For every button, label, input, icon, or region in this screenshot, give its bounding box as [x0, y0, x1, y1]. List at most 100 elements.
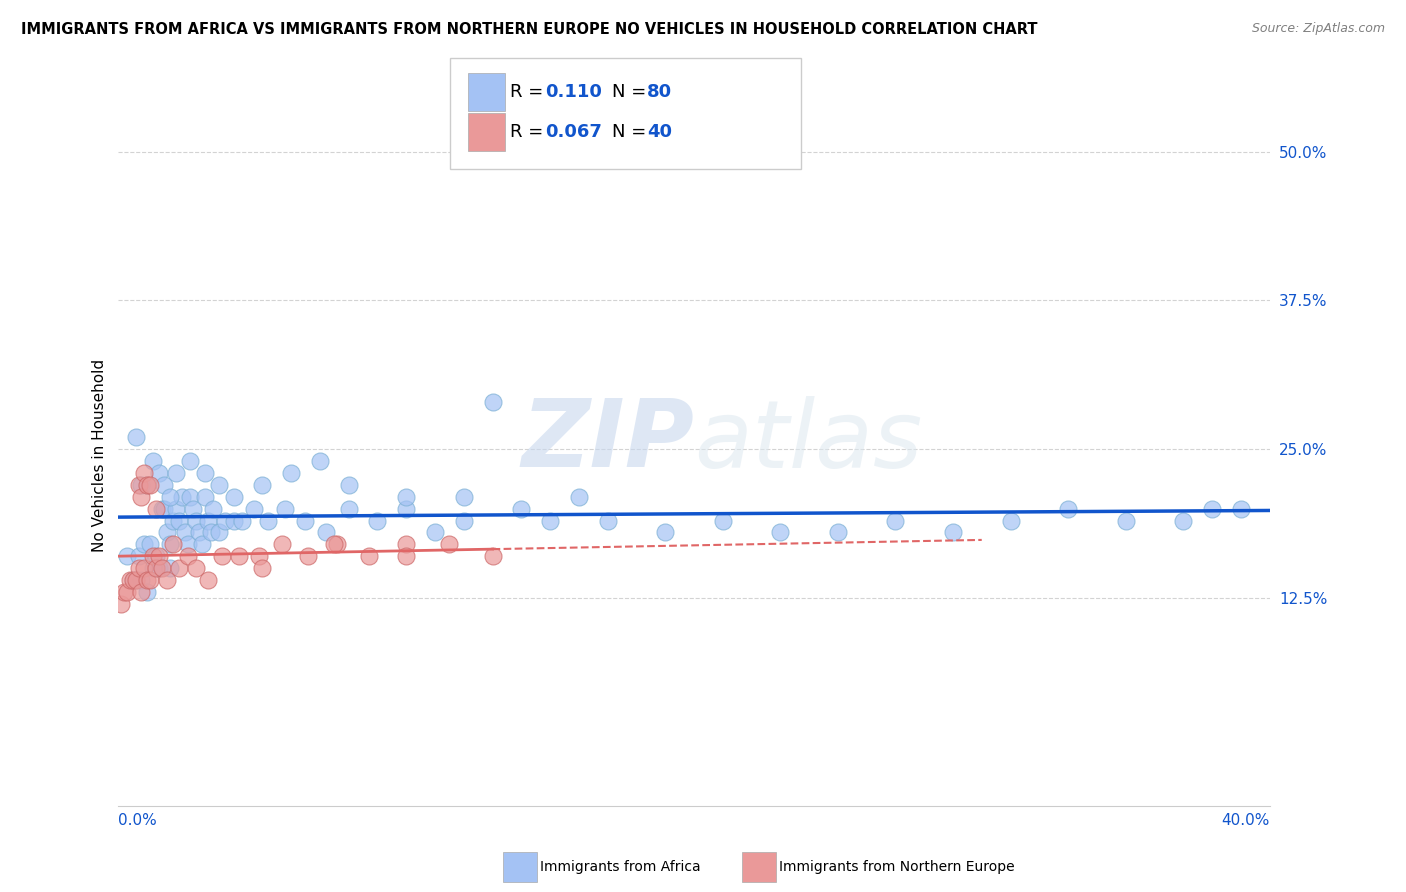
Point: [134, 561, 156, 575]
Point: [156, 525, 179, 540]
Point: [188, 525, 211, 540]
Point: [194, 490, 217, 504]
Text: Immigrants from Northern Europe: Immigrants from Northern Europe: [779, 860, 1015, 874]
Text: N =: N =: [612, 123, 651, 141]
Point: [337, 478, 360, 492]
Point: [453, 490, 475, 504]
Point: [142, 454, 165, 468]
Point: [481, 549, 503, 564]
Point: [252, 561, 274, 575]
Point: [118, 573, 141, 587]
Point: [366, 514, 388, 528]
Point: [337, 501, 360, 516]
Point: [769, 525, 792, 540]
Point: [134, 537, 156, 551]
Point: [439, 537, 461, 551]
Point: [1000, 514, 1022, 528]
Text: 0.110: 0.110: [546, 83, 602, 101]
Point: [654, 525, 676, 540]
Point: [315, 525, 337, 540]
Point: [128, 478, 150, 492]
Point: [162, 514, 184, 528]
Point: [423, 525, 446, 540]
Point: [884, 514, 907, 528]
Point: [186, 561, 208, 575]
Point: [139, 573, 162, 587]
Point: [280, 466, 302, 480]
Point: [150, 501, 173, 516]
Point: [297, 549, 319, 564]
Text: N =: N =: [612, 83, 651, 101]
Point: [148, 466, 170, 480]
Text: Source: ZipAtlas.com: Source: ZipAtlas.com: [1251, 22, 1385, 36]
Point: [510, 501, 533, 516]
Point: [179, 454, 201, 468]
Point: [176, 537, 198, 551]
Text: atlas: atlas: [695, 395, 922, 486]
Point: [257, 514, 280, 528]
Point: [1057, 501, 1080, 516]
Point: [197, 573, 219, 587]
Point: [121, 573, 143, 587]
Point: [208, 478, 231, 492]
Point: [125, 430, 148, 444]
Point: [200, 525, 222, 540]
Point: [252, 478, 274, 492]
Point: [134, 466, 156, 480]
Point: [121, 573, 143, 587]
Point: [159, 490, 181, 504]
Text: R =: R =: [510, 123, 550, 141]
Point: [1173, 514, 1195, 528]
Point: [242, 501, 264, 516]
Point: [131, 573, 153, 587]
Point: [395, 549, 418, 564]
Point: [136, 478, 159, 492]
Point: [481, 394, 503, 409]
Point: [165, 501, 187, 516]
Point: [274, 501, 297, 516]
Point: [148, 561, 170, 575]
Point: [112, 585, 135, 599]
Text: Immigrants from Africa: Immigrants from Africa: [540, 860, 700, 874]
Point: [125, 573, 148, 587]
Point: [156, 573, 179, 587]
Y-axis label: No Vehicles in Household: No Vehicles in Household: [93, 359, 107, 551]
Point: [159, 537, 181, 551]
Point: [159, 561, 181, 575]
Point: [176, 549, 198, 564]
Point: [142, 561, 165, 575]
Point: [145, 549, 167, 564]
Point: [194, 466, 217, 480]
Point: [142, 549, 165, 564]
Text: ZIP: ZIP: [522, 395, 695, 487]
Point: [150, 561, 173, 575]
Point: [170, 490, 193, 504]
Point: [153, 478, 176, 492]
Point: [228, 549, 250, 564]
Point: [197, 514, 219, 528]
Point: [211, 549, 233, 564]
Point: [249, 549, 271, 564]
Point: [395, 537, 418, 551]
Point: [145, 561, 167, 575]
Point: [115, 585, 138, 599]
Point: [395, 501, 418, 516]
Point: [148, 549, 170, 564]
Text: 80: 80: [647, 83, 672, 101]
Point: [596, 514, 619, 528]
Point: [294, 514, 316, 528]
Point: [162, 537, 184, 551]
Point: [110, 597, 132, 611]
Point: [128, 549, 150, 564]
Text: 40: 40: [647, 123, 672, 141]
Point: [131, 478, 153, 492]
Point: [191, 537, 214, 551]
Point: [222, 490, 245, 504]
Point: [271, 537, 294, 551]
Point: [165, 466, 187, 480]
Point: [214, 514, 236, 528]
Point: [179, 490, 201, 504]
Point: [202, 501, 225, 516]
Point: [167, 561, 190, 575]
Point: [208, 525, 231, 540]
